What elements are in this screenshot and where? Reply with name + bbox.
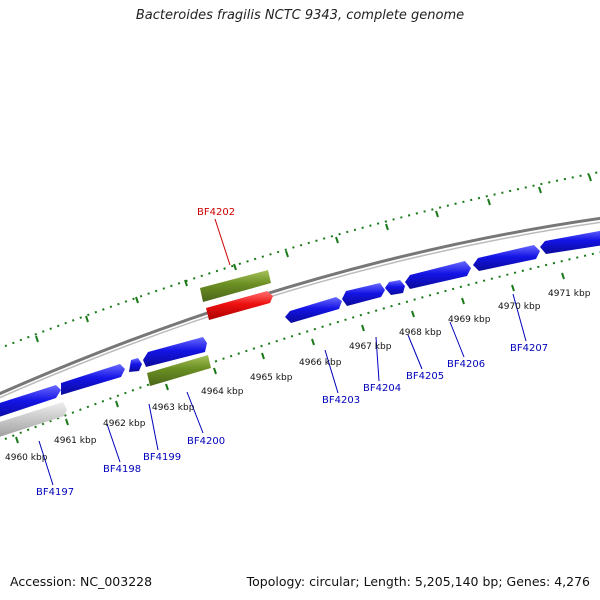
gene-label-bf4197[interactable]: BF4197 [36, 487, 74, 498]
genome-summary-text: Topology: circular; Length: 5,205,140 bp… [246, 574, 590, 589]
gene-labels: BF4197 BF4198 BF4199 BF4200 BF4202 BF420… [36, 207, 548, 498]
outer-major-ticks [35, 174, 592, 343]
gene-arrow-bf4200[interactable] [143, 337, 207, 367]
scale-label: 4967 kbp [349, 342, 392, 352]
gene-arrow-bf4208[interactable] [540, 229, 600, 254]
scale-label: 4971 kbp [548, 289, 591, 299]
gene-bar-bf4201-lower[interactable] [147, 355, 211, 386]
scale-label: 4960 kbp [5, 453, 48, 463]
gene-callout-lines [38, 218, 527, 486]
scale-labels: 4960 kbp 4961 kbp 4962 kbp 4963 kbp 4964… [5, 289, 591, 463]
genome-backbone-inner [0, 221, 600, 399]
gene-arrow-bf4206[interactable] [405, 261, 471, 289]
gene-arrow-bf4204[interactable] [342, 283, 385, 306]
gene-label-bf4203[interactable]: BF4203 [322, 395, 360, 406]
gene-arrow-bf4202[interactable] [206, 291, 273, 320]
gene-label-bf4200[interactable]: BF4200 [187, 436, 225, 447]
pseudo-gene-bar[interactable] [0, 402, 67, 440]
scale-label: 4970 kbp [498, 302, 541, 312]
scale-label: 4966 kbp [299, 358, 342, 368]
scale-label: 4963 kbp [152, 403, 195, 413]
gene-arrow-bf4197-region[interactable] [0, 385, 61, 420]
genome-backbone-outer [0, 216, 600, 396]
scale-label: 4969 kbp [448, 315, 491, 325]
genome-title: Bacteroides fragilis NCTC 9343, complete… [135, 8, 465, 23]
gene-arrow-bf4207[interactable] [473, 245, 540, 271]
scale-label: 4962 kbp [103, 419, 146, 429]
scale-label: 4961 kbp [54, 436, 97, 446]
gene-label-bf4198[interactable]: BF4198 [103, 464, 141, 475]
gene-label-bf4199[interactable]: BF4199 [143, 452, 181, 463]
gene-arrow-bf4203[interactable] [285, 297, 342, 323]
gene-bar-bf4201-upper[interactable] [200, 270, 271, 302]
gene-label-bf4205[interactable]: BF4205 [406, 371, 444, 382]
gene-label-bf4202[interactable]: BF4202 [197, 207, 235, 218]
inner-dotted-ring [0, 251, 600, 443]
gene-label-bf4207[interactable]: BF4207 [510, 343, 548, 354]
gene-arrow-bf4198[interactable] [61, 364, 125, 395]
gene-label-bf4204[interactable]: BF4204 [363, 383, 401, 394]
accession-text: Accession: NC_003228 [10, 574, 153, 589]
gene-arrow-bf4205[interactable] [385, 280, 405, 295]
scale-label: 4968 kbp [399, 328, 442, 338]
scale-label: 4964 kbp [201, 387, 244, 397]
inner-major-ticks [15, 272, 565, 444]
gene-label-bf4206[interactable]: BF4206 [447, 359, 485, 370]
gene-arrow-bf4199[interactable] [129, 358, 142, 372]
scale-label: 4965 kbp [250, 373, 293, 383]
